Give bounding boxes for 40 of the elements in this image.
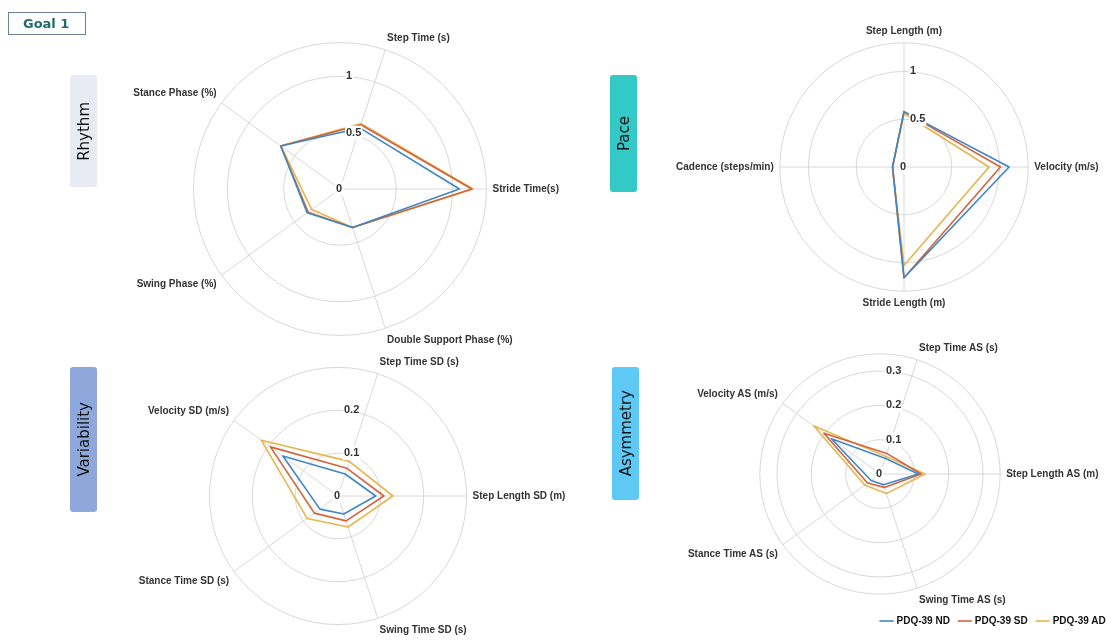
text: Pace — [614, 115, 633, 152]
text: Rhythm — [74, 101, 93, 161]
spoke-label: Stance Time AS (s) — [687, 547, 778, 559]
text: Goal 1 — [8, 12, 87, 35]
y-tick-label: 1 — [346, 69, 353, 82]
spoke-label: Stance Time SD (s) — [138, 574, 230, 586]
text: Variability — [74, 402, 93, 477]
text: Asymmetry — [616, 390, 635, 477]
y-tick-label: 0 — [334, 489, 341, 502]
y-tick-label: 0 — [336, 182, 343, 195]
spoke-label: Velocity AS (m/s) — [697, 387, 778, 399]
spoke-label: Step Time (s) — [387, 31, 450, 43]
spoke-label: Step Length AS (m) — [1006, 467, 1099, 479]
legend-label: PDQ-39 SD — [974, 614, 1028, 626]
spoke-label: Cadence (steps/min) — [675, 160, 774, 172]
spoke-label: Stride Length (m) — [862, 296, 946, 308]
spoke-label: Swing Time SD (s) — [379, 623, 467, 635]
legend-label: PDQ-39 AD — [1052, 614, 1106, 626]
legend-label: PDQ-39 ND — [896, 614, 950, 626]
y-tick-label: 0 — [900, 160, 907, 173]
y-tick-label: 0.5 — [910, 112, 926, 125]
spoke-label: Step Length SD (m) — [472, 489, 566, 501]
spoke-label: Swing Time AS (s) — [918, 593, 1006, 605]
y-tick-label: 0.1 — [344, 446, 360, 459]
y-tick-label: 0.2 — [886, 398, 902, 411]
y-tick-label: 0.2 — [344, 403, 360, 416]
spoke-label: Step Time AS (s) — [918, 341, 998, 353]
spoke-label: Velocity SD (m/s) — [147, 404, 230, 416]
y-tick-label: 0.1 — [886, 432, 902, 445]
spoke-label: Stance Phase (%) — [133, 87, 217, 99]
spoke-label: Step Time SD (s) — [379, 355, 459, 367]
spoke-label: Double Support Phase (%) — [387, 333, 513, 345]
spoke-label: Swing Phase (%) — [136, 278, 217, 290]
spoke-label: Velocity (m/s) — [1034, 160, 1099, 172]
y-tick-label: 0 — [876, 467, 883, 480]
y-tick-label: 0.3 — [886, 364, 902, 377]
spoke-label: Stride Time(s) — [492, 182, 559, 194]
spoke-label: Step Length (m) — [865, 24, 943, 36]
y-tick-label: 0.5 — [346, 125, 362, 138]
y-tick-label: 1 — [910, 64, 917, 77]
